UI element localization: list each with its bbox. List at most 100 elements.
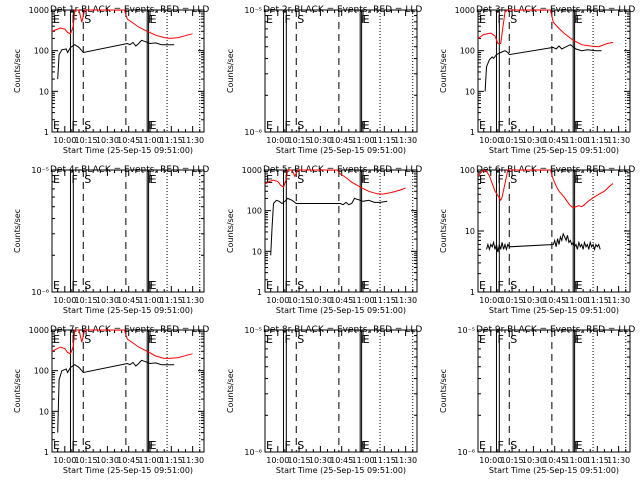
x-tick-label: 11:00 <box>564 136 587 145</box>
x-tick-label: 11:15 <box>373 136 396 145</box>
y-axis-label: Counts/sec <box>439 49 448 93</box>
x-tick-label: 11:30 <box>181 456 204 465</box>
panel-det-6: Det 6r BLACK = Events, RED = LLD10010110… <box>439 165 635 315</box>
y-tick-label: 1 <box>44 448 49 457</box>
x-tick-label: 10:30 <box>522 136 545 145</box>
x-tick-label: 10:30 <box>96 456 119 465</box>
plot-frame <box>264 169 418 293</box>
x-axis-label: Start Time (25-Sep-15 09:51:00) <box>276 466 406 475</box>
x-tick-label: 10:30 <box>96 136 119 145</box>
events-series-line <box>57 39 175 80</box>
plot-frame <box>264 329 418 453</box>
time-marker-label-bottom: F <box>497 439 503 452</box>
time-marker-label-bottom: E <box>479 439 486 452</box>
time-marker-label-top: F <box>574 13 580 26</box>
time-marker-label-bottom: E <box>576 439 583 452</box>
time-marker-label-bottom: F <box>361 279 367 292</box>
time-marker-label-bottom: E <box>53 119 60 132</box>
x-tick-label: 10:15 <box>501 296 524 305</box>
x-tick-label: 10:45 <box>543 136 566 145</box>
time-marker-label-bottom: F <box>71 279 77 292</box>
y-tick-label: 1 <box>470 128 475 137</box>
time-marker-label-top: F <box>148 333 154 346</box>
time-marker-label-top: E <box>479 13 486 26</box>
time-marker-label-bottom: E <box>266 119 273 132</box>
time-marker-label-top: E <box>363 333 370 346</box>
x-tick-label: 11:15 <box>160 456 183 465</box>
plot-frame <box>51 9 205 133</box>
x-tick-label: 11:30 <box>394 136 417 145</box>
x-tick-label: 11:15 <box>160 296 183 305</box>
time-marker-label-bottom: E <box>53 279 60 292</box>
time-marker-label-bottom: E <box>363 279 370 292</box>
time-marker-label-top: F <box>71 13 77 26</box>
y-axis-label: Counts/sec <box>13 369 22 413</box>
time-marker-label-top: S <box>510 173 517 186</box>
time-marker-label-top: E <box>266 333 273 346</box>
time-marker-label-bottom: F <box>361 119 367 132</box>
time-marker-label-top: F <box>497 13 503 26</box>
time-marker-label-bottom: F <box>497 119 503 132</box>
panel-det-7: Det 7r BLACK = Events, RED = LLD10001001… <box>13 325 209 475</box>
time-marker-label-bottom: F <box>148 279 154 292</box>
lld-series-line <box>264 169 406 195</box>
x-tick-label: 11:00 <box>138 456 161 465</box>
time-marker-label-bottom: S <box>297 439 304 452</box>
time-marker-label-top: E <box>53 333 60 346</box>
y-axis-label: Counts/sec <box>226 369 235 413</box>
events-series-line <box>57 359 175 433</box>
time-marker-label-top: E <box>150 333 157 346</box>
y-tick-label: 1000 <box>29 6 49 15</box>
x-tick-label: 10:15 <box>75 136 98 145</box>
y-axis-label: Counts/sec <box>226 209 235 253</box>
time-marker-label-bottom: F <box>148 119 154 132</box>
time-marker-label-bottom: S <box>297 119 304 132</box>
panel-det-1: Det 1r BLACK = Events, RED = LLD10001001… <box>13 5 209 155</box>
time-marker-label-top: S <box>297 333 304 346</box>
time-marker-label-bottom: E <box>53 439 60 452</box>
time-marker-label-top: E <box>266 173 273 186</box>
time-marker-label-bottom: E <box>363 439 370 452</box>
x-tick-label: 11:30 <box>181 296 204 305</box>
time-marker-label-top: E <box>576 13 583 26</box>
x-tick-label: 11:15 <box>586 456 609 465</box>
panel-det-3: Det 3r BLACK = Events, RED = LLD10001001… <box>439 5 635 155</box>
y-tick-label: 1000 <box>455 6 475 15</box>
x-tick-label: 11:30 <box>607 136 630 145</box>
events-series-line <box>486 232 601 253</box>
x-tick-label: 11:15 <box>586 136 609 145</box>
time-marker-label-bottom: F <box>148 439 154 452</box>
y-tick-label: 10 <box>39 87 49 96</box>
x-tick-label: 10:00 <box>479 136 502 145</box>
x-tick-label: 10:30 <box>522 456 545 465</box>
x-tick-label: 11:15 <box>586 296 609 305</box>
x-tick-label: 11:00 <box>351 136 374 145</box>
x-tick-label: 10:15 <box>501 136 524 145</box>
y-tick-label: 10⁻⁶ <box>31 288 49 297</box>
time-marker-label-top: E <box>479 333 486 346</box>
y-tick-label: 10⁻⁵ <box>244 6 262 15</box>
x-tick-label: 10:45 <box>330 136 353 145</box>
time-marker-label-top: S <box>297 173 304 186</box>
x-tick-label: 10:45 <box>117 136 140 145</box>
y-tick-label: 100 <box>34 47 49 56</box>
x-tick-label: 10:00 <box>53 456 76 465</box>
time-marker-label-bottom: F <box>284 279 290 292</box>
time-marker-label-bottom: S <box>84 439 91 452</box>
y-tick-label: 100 <box>460 47 475 56</box>
x-tick-label: 11:30 <box>607 456 630 465</box>
x-axis-label: Start Time (25-Sep-15 09:51:00) <box>489 146 619 155</box>
plot-frame <box>264 9 418 133</box>
time-marker-label-bottom: F <box>574 439 580 452</box>
y-tick-label: 10⁻⁶ <box>244 448 262 457</box>
time-marker-label-bottom: E <box>479 279 486 292</box>
x-tick-label: 10:45 <box>330 296 353 305</box>
x-tick-label: 10:00 <box>53 296 76 305</box>
time-marker-label-top: E <box>576 173 583 186</box>
x-tick-label: 10:45 <box>543 296 566 305</box>
lld-series-line <box>477 169 614 209</box>
y-tick-label: 10⁻⁶ <box>244 128 262 137</box>
time-marker-label-bottom: E <box>150 119 157 132</box>
time-marker-label-top: E <box>363 13 370 26</box>
y-axis-label: Counts/sec <box>13 49 22 93</box>
